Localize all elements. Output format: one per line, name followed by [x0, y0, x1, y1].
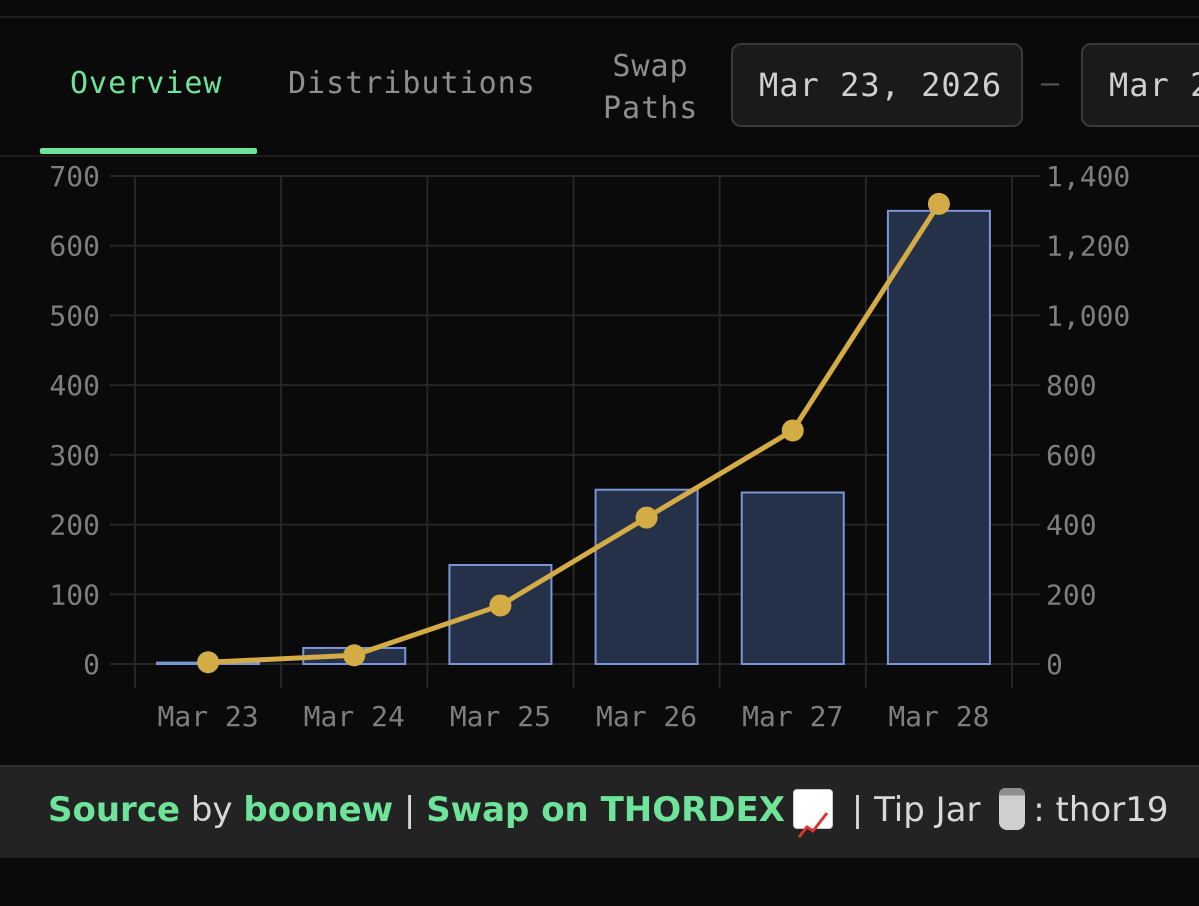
tab-bar: Overview Distributions Swap Paths Mar 23… [0, 18, 1199, 158]
footer-separator: | [393, 790, 427, 830]
y-right-tick-label: 1,200 [1046, 230, 1130, 263]
tab-distributions[interactable]: Distributions [288, 66, 536, 101]
line-point [343, 644, 366, 667]
x-tick-label: Mar 26 [596, 700, 697, 733]
y-right-tick-label: 1,400 [1046, 160, 1130, 193]
x-tick-label: Mar 24 [304, 700, 405, 733]
chart-grid [110, 175, 1040, 688]
swap-thordex-link[interactable]: Swap on THORDEX [426, 790, 785, 830]
source-link[interactable]: Source [48, 790, 181, 830]
y-right-tick-label: 600 [1046, 439, 1097, 472]
tab-swap-paths-line2: Paths [603, 91, 699, 126]
line-point [781, 419, 804, 442]
active-tab-indicator [40, 148, 257, 154]
x-tick-label: Mar 23 [158, 700, 259, 733]
x-tick-label: Mar 28 [888, 700, 989, 733]
y-left-tick-label: 300 [49, 439, 100, 472]
top-divider [0, 16, 1199, 18]
bar [740, 491, 845, 666]
tab-overview[interactable]: Overview [70, 66, 223, 101]
tip-jar-address[interactable]: : thor19 [1033, 790, 1169, 830]
footer-by-text: by [180, 790, 244, 830]
y-left-tick-label: 700 [49, 160, 100, 193]
y-right-tick-label: 1,000 [1046, 299, 1130, 332]
swap-volume-chart: 0 100 200 300 400 500 600 700 0 200 400 600 800 1,000… [49, 160, 1130, 733]
footer-tip-jar-text: | Tip Jar [841, 790, 992, 830]
y-left-tick-label: 200 [49, 509, 100, 542]
y-right-tick-label: 400 [1046, 509, 1097, 542]
line-point [927, 192, 950, 215]
start-date-input[interactable]: Mar 23, 2026 [731, 43, 1023, 127]
tab-swap-paths-line1: Swap [612, 49, 689, 84]
line-point [635, 506, 658, 529]
end-date-input[interactable]: Mar 2 [1081, 43, 1199, 127]
chart-bars [156, 209, 991, 666]
y-left-tick-label: 400 [49, 369, 100, 402]
x-tick-label: Mar 25 [450, 700, 551, 733]
tab-swap-paths[interactable]: Swap Paths [603, 46, 698, 130]
bottom-strip [0, 858, 1199, 906]
chart-axes: 0 100 200 300 400 500 600 700 0 200 400 600 800 1,000… [49, 160, 1130, 733]
y-left-tick-label: 500 [49, 299, 100, 332]
y-left-tick-label: 100 [49, 578, 100, 611]
bar [886, 209, 991, 665]
jar-icon [999, 787, 1026, 830]
y-left-tick-label: 0 [83, 648, 100, 681]
chart-line [197, 192, 950, 674]
author-link[interactable]: boonew [243, 790, 394, 830]
y-left-tick-label: 600 [49, 230, 100, 263]
line-point [197, 651, 220, 674]
y-right-tick-label: 0 [1046, 648, 1063, 681]
date-range-separator: – [1041, 66, 1060, 101]
x-tick-label: Mar 27 [742, 700, 843, 733]
footer-bar: Source by boonew | Swap on THORDEX | Tip… [0, 765, 1199, 858]
y-right-tick-label: 800 [1046, 369, 1097, 402]
line-point [489, 594, 512, 617]
chart-increasing-icon [793, 788, 833, 838]
tab-bar-border [0, 155, 1199, 157]
y-right-tick-label: 200 [1046, 578, 1097, 611]
series-line [207, 202, 942, 665]
